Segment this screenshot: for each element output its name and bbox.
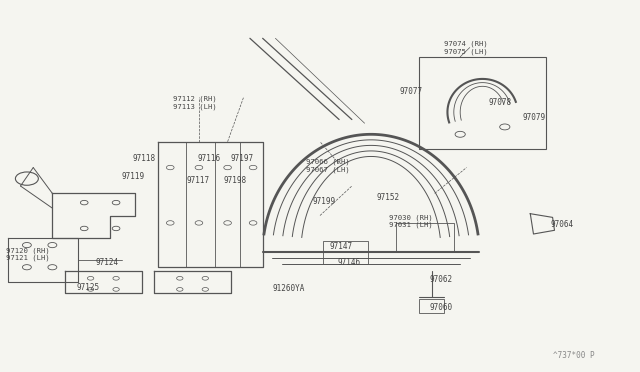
- Text: 97077: 97077: [399, 87, 423, 96]
- Text: ^737*00 P: ^737*00 P: [552, 351, 594, 360]
- Text: 97198: 97198: [224, 176, 247, 185]
- Text: 97117: 97117: [186, 176, 209, 185]
- Text: 97116: 97116: [197, 154, 220, 163]
- Text: 97125: 97125: [77, 283, 100, 292]
- Text: 97066 (RH)
97067 (LH): 97066 (RH) 97067 (LH): [306, 159, 349, 173]
- Text: 97060: 97060: [429, 303, 452, 312]
- Text: 97064: 97064: [550, 220, 574, 229]
- Text: 97119: 97119: [121, 172, 144, 181]
- Text: 97199: 97199: [312, 197, 335, 206]
- Text: 91260YA: 91260YA: [272, 284, 305, 293]
- Text: 97079: 97079: [523, 113, 546, 122]
- Text: 97152: 97152: [376, 193, 399, 202]
- Bar: [419, 299, 444, 313]
- Text: 97062: 97062: [429, 275, 452, 283]
- Text: 97030 (RH)
97031 (LH): 97030 (RH) 97031 (LH): [389, 214, 433, 228]
- Bar: [396, 223, 454, 253]
- Text: 97112 (RH)
97113 (LH): 97112 (RH) 97113 (LH): [173, 96, 217, 110]
- Text: 97197: 97197: [231, 154, 254, 163]
- Bar: [323, 241, 368, 263]
- Text: 97147: 97147: [330, 243, 353, 251]
- Text: 97120 (RH)
97121 (LH): 97120 (RH) 97121 (LH): [6, 247, 50, 261]
- Text: 97124: 97124: [96, 258, 119, 267]
- Text: 97074 (RH)
97075 (LH): 97074 (RH) 97075 (LH): [444, 41, 488, 55]
- Bar: [419, 57, 546, 149]
- Text: 97078: 97078: [489, 99, 512, 108]
- Text: 97118: 97118: [132, 154, 155, 163]
- Text: 97146: 97146: [338, 258, 361, 267]
